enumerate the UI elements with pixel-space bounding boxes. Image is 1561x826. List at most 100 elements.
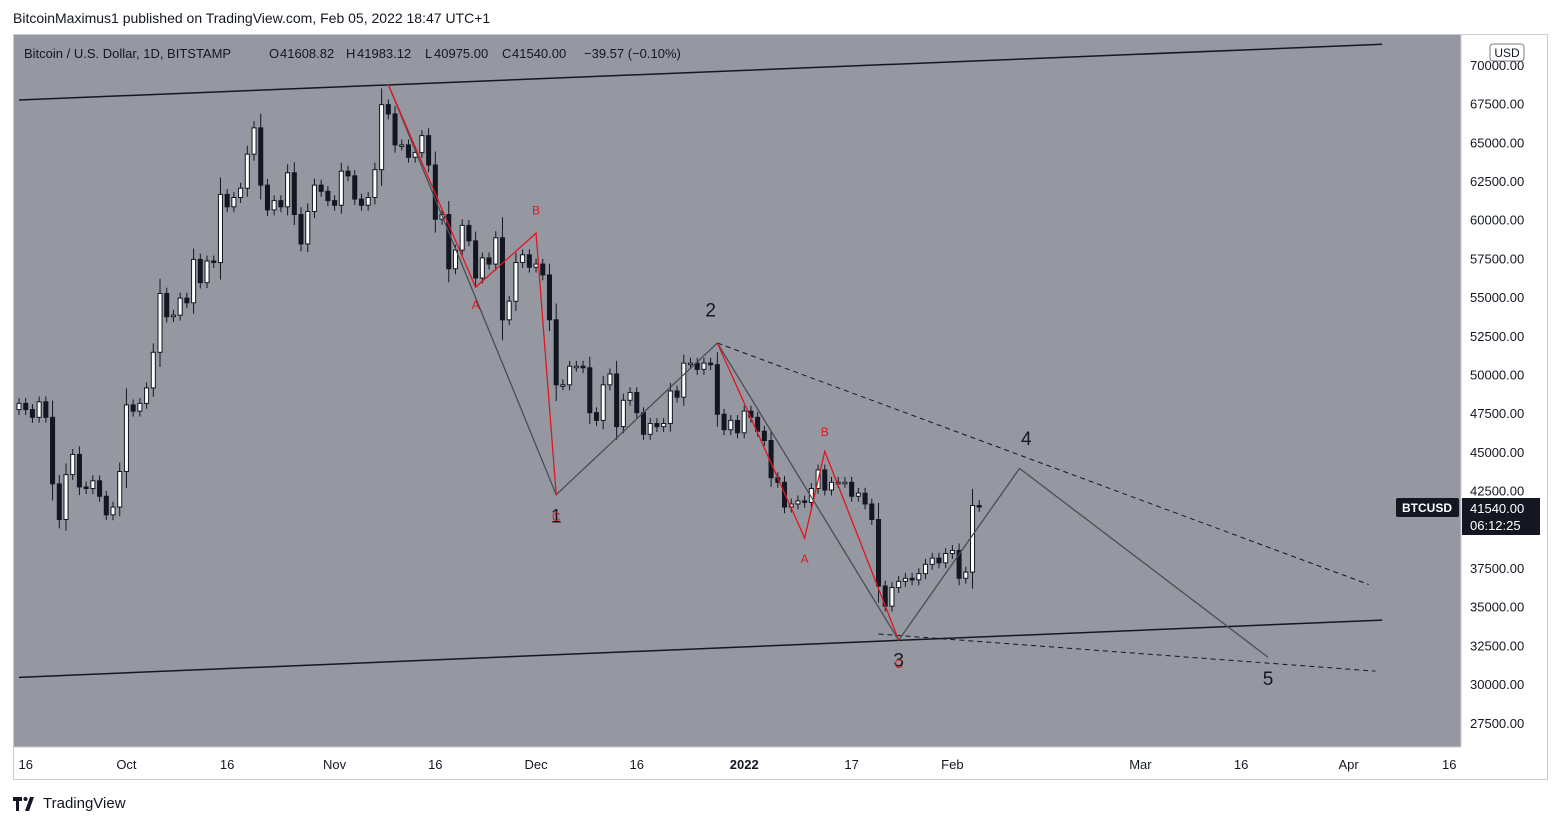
candle bbox=[291, 162, 297, 225]
candle bbox=[264, 178, 270, 217]
candle bbox=[607, 368, 613, 391]
candle bbox=[224, 189, 230, 213]
plot-area[interactable] bbox=[14, 35, 1461, 747]
candle-body-bear bbox=[385, 104, 391, 115]
candle bbox=[211, 255, 217, 268]
candle bbox=[76, 446, 82, 496]
candle bbox=[520, 249, 526, 268]
candle bbox=[36, 396, 42, 423]
correction-path-1[interactable] bbox=[387, 84, 557, 495]
time-axis[interactable] bbox=[14, 747, 1547, 779]
candle bbox=[311, 178, 317, 219]
candle bbox=[473, 231, 479, 288]
candle-body-bull bbox=[70, 453, 76, 476]
symbol-title: Bitcoin / U.S. Dollar, 1D, BITSTAMP bbox=[24, 46, 231, 61]
candle-body-bull bbox=[943, 553, 949, 564]
candle-body-bull bbox=[970, 505, 976, 573]
candle bbox=[130, 399, 136, 417]
candle-body-bear bbox=[822, 469, 828, 491]
candle bbox=[177, 292, 183, 321]
y-tick-label: 50000.00 bbox=[1470, 368, 1524, 383]
x-tick-label: 16 bbox=[220, 757, 234, 772]
candle-body-bear bbox=[332, 200, 338, 206]
ticker-badge: BTCUSD bbox=[1396, 498, 1459, 517]
candle bbox=[83, 481, 89, 494]
y-tick-label: 60000.00 bbox=[1470, 213, 1524, 228]
candle-body-bull bbox=[311, 184, 317, 212]
candle-body-bull bbox=[338, 170, 344, 206]
candle bbox=[560, 379, 566, 391]
correction-label-b: B bbox=[532, 204, 540, 218]
candle-body-bear bbox=[634, 392, 640, 414]
currency-badge[interactable]: USD bbox=[1489, 43, 1525, 62]
candle bbox=[694, 357, 700, 375]
candle bbox=[305, 203, 311, 253]
candle-body-bull bbox=[533, 263, 539, 268]
ticker-label: BTCUSD bbox=[1402, 501, 1452, 515]
impulse-wave-path[interactable] bbox=[387, 84, 1269, 658]
candle bbox=[352, 170, 358, 205]
candle bbox=[862, 487, 868, 510]
candle bbox=[546, 263, 552, 332]
candle-body-bull bbox=[506, 300, 512, 321]
candle-body-bear bbox=[325, 190, 331, 202]
candle-body-bull bbox=[191, 258, 197, 304]
candle-body-bull bbox=[217, 193, 223, 264]
chart-frame[interactable]: 1 2 3 4 5 A B C A B C Bitcoin / U.S. Dollar, 1D, B… bbox=[13, 34, 1548, 780]
wave-label-4: 4 bbox=[1021, 429, 1032, 450]
open-label: O bbox=[269, 46, 279, 61]
correction-path-2[interactable] bbox=[716, 342, 900, 641]
x-tick-label: 16 bbox=[428, 757, 442, 772]
candle-body-bear bbox=[264, 184, 270, 211]
candle bbox=[902, 572, 908, 587]
dashed-trendline-1[interactable] bbox=[717, 342, 1369, 585]
candle-body-bull bbox=[365, 197, 371, 206]
candlestick-chart[interactable]: 1 2 3 4 5 A B C A B C Bitcoin / U.S. Dollar, 1D, B… bbox=[14, 35, 1547, 779]
candle bbox=[600, 375, 606, 430]
candle-body-bull bbox=[493, 237, 499, 265]
candle bbox=[103, 490, 109, 521]
candle-body-bull bbox=[285, 172, 291, 208]
candle bbox=[365, 192, 371, 211]
channel-line-upper[interactable] bbox=[18, 43, 1383, 101]
high-value: 41983.12 bbox=[357, 46, 411, 61]
candle bbox=[466, 219, 472, 247]
x-tick-label: Oct bbox=[116, 757, 137, 772]
y-tick-label: 45000.00 bbox=[1470, 445, 1524, 460]
wave-label-2: 2 bbox=[705, 301, 716, 322]
candle bbox=[419, 130, 425, 159]
published-line: BitcoinMaximus1 published on TradingView… bbox=[13, 10, 491, 26]
candle-body-bull bbox=[949, 549, 955, 555]
dashed-trendline-2[interactable] bbox=[878, 633, 1376, 672]
candle bbox=[231, 192, 237, 213]
candle-body-bull bbox=[150, 351, 156, 389]
price-axis[interactable] bbox=[1461, 35, 1547, 747]
candle-body-bear bbox=[936, 557, 942, 564]
candle bbox=[499, 217, 505, 341]
candle bbox=[802, 495, 808, 508]
candle-body-bull bbox=[251, 127, 257, 155]
candle bbox=[674, 385, 680, 403]
candle-body-bear bbox=[714, 364, 720, 415]
candle-body-bull bbox=[177, 297, 183, 316]
candle bbox=[654, 418, 660, 433]
last-price-value: 41540.00 bbox=[1470, 501, 1524, 516]
candle bbox=[164, 287, 170, 323]
candle bbox=[573, 360, 579, 372]
candle bbox=[43, 396, 49, 423]
candle-body-bull bbox=[573, 365, 579, 369]
candle-body-bear bbox=[197, 258, 203, 284]
candle-body-bear bbox=[291, 172, 297, 216]
candle-body-bull bbox=[808, 488, 814, 503]
candle bbox=[278, 195, 284, 213]
candle-body-bear bbox=[875, 518, 882, 587]
candle-body-bull bbox=[238, 187, 244, 199]
candle-body-bear bbox=[358, 198, 364, 206]
candle bbox=[580, 360, 586, 374]
candle-body-bull bbox=[244, 153, 250, 189]
candle bbox=[63, 463, 69, 531]
candle bbox=[949, 545, 955, 559]
candle bbox=[318, 179, 324, 197]
channel-line-lower[interactable] bbox=[18, 619, 1383, 679]
candle-body-bear bbox=[956, 549, 962, 579]
